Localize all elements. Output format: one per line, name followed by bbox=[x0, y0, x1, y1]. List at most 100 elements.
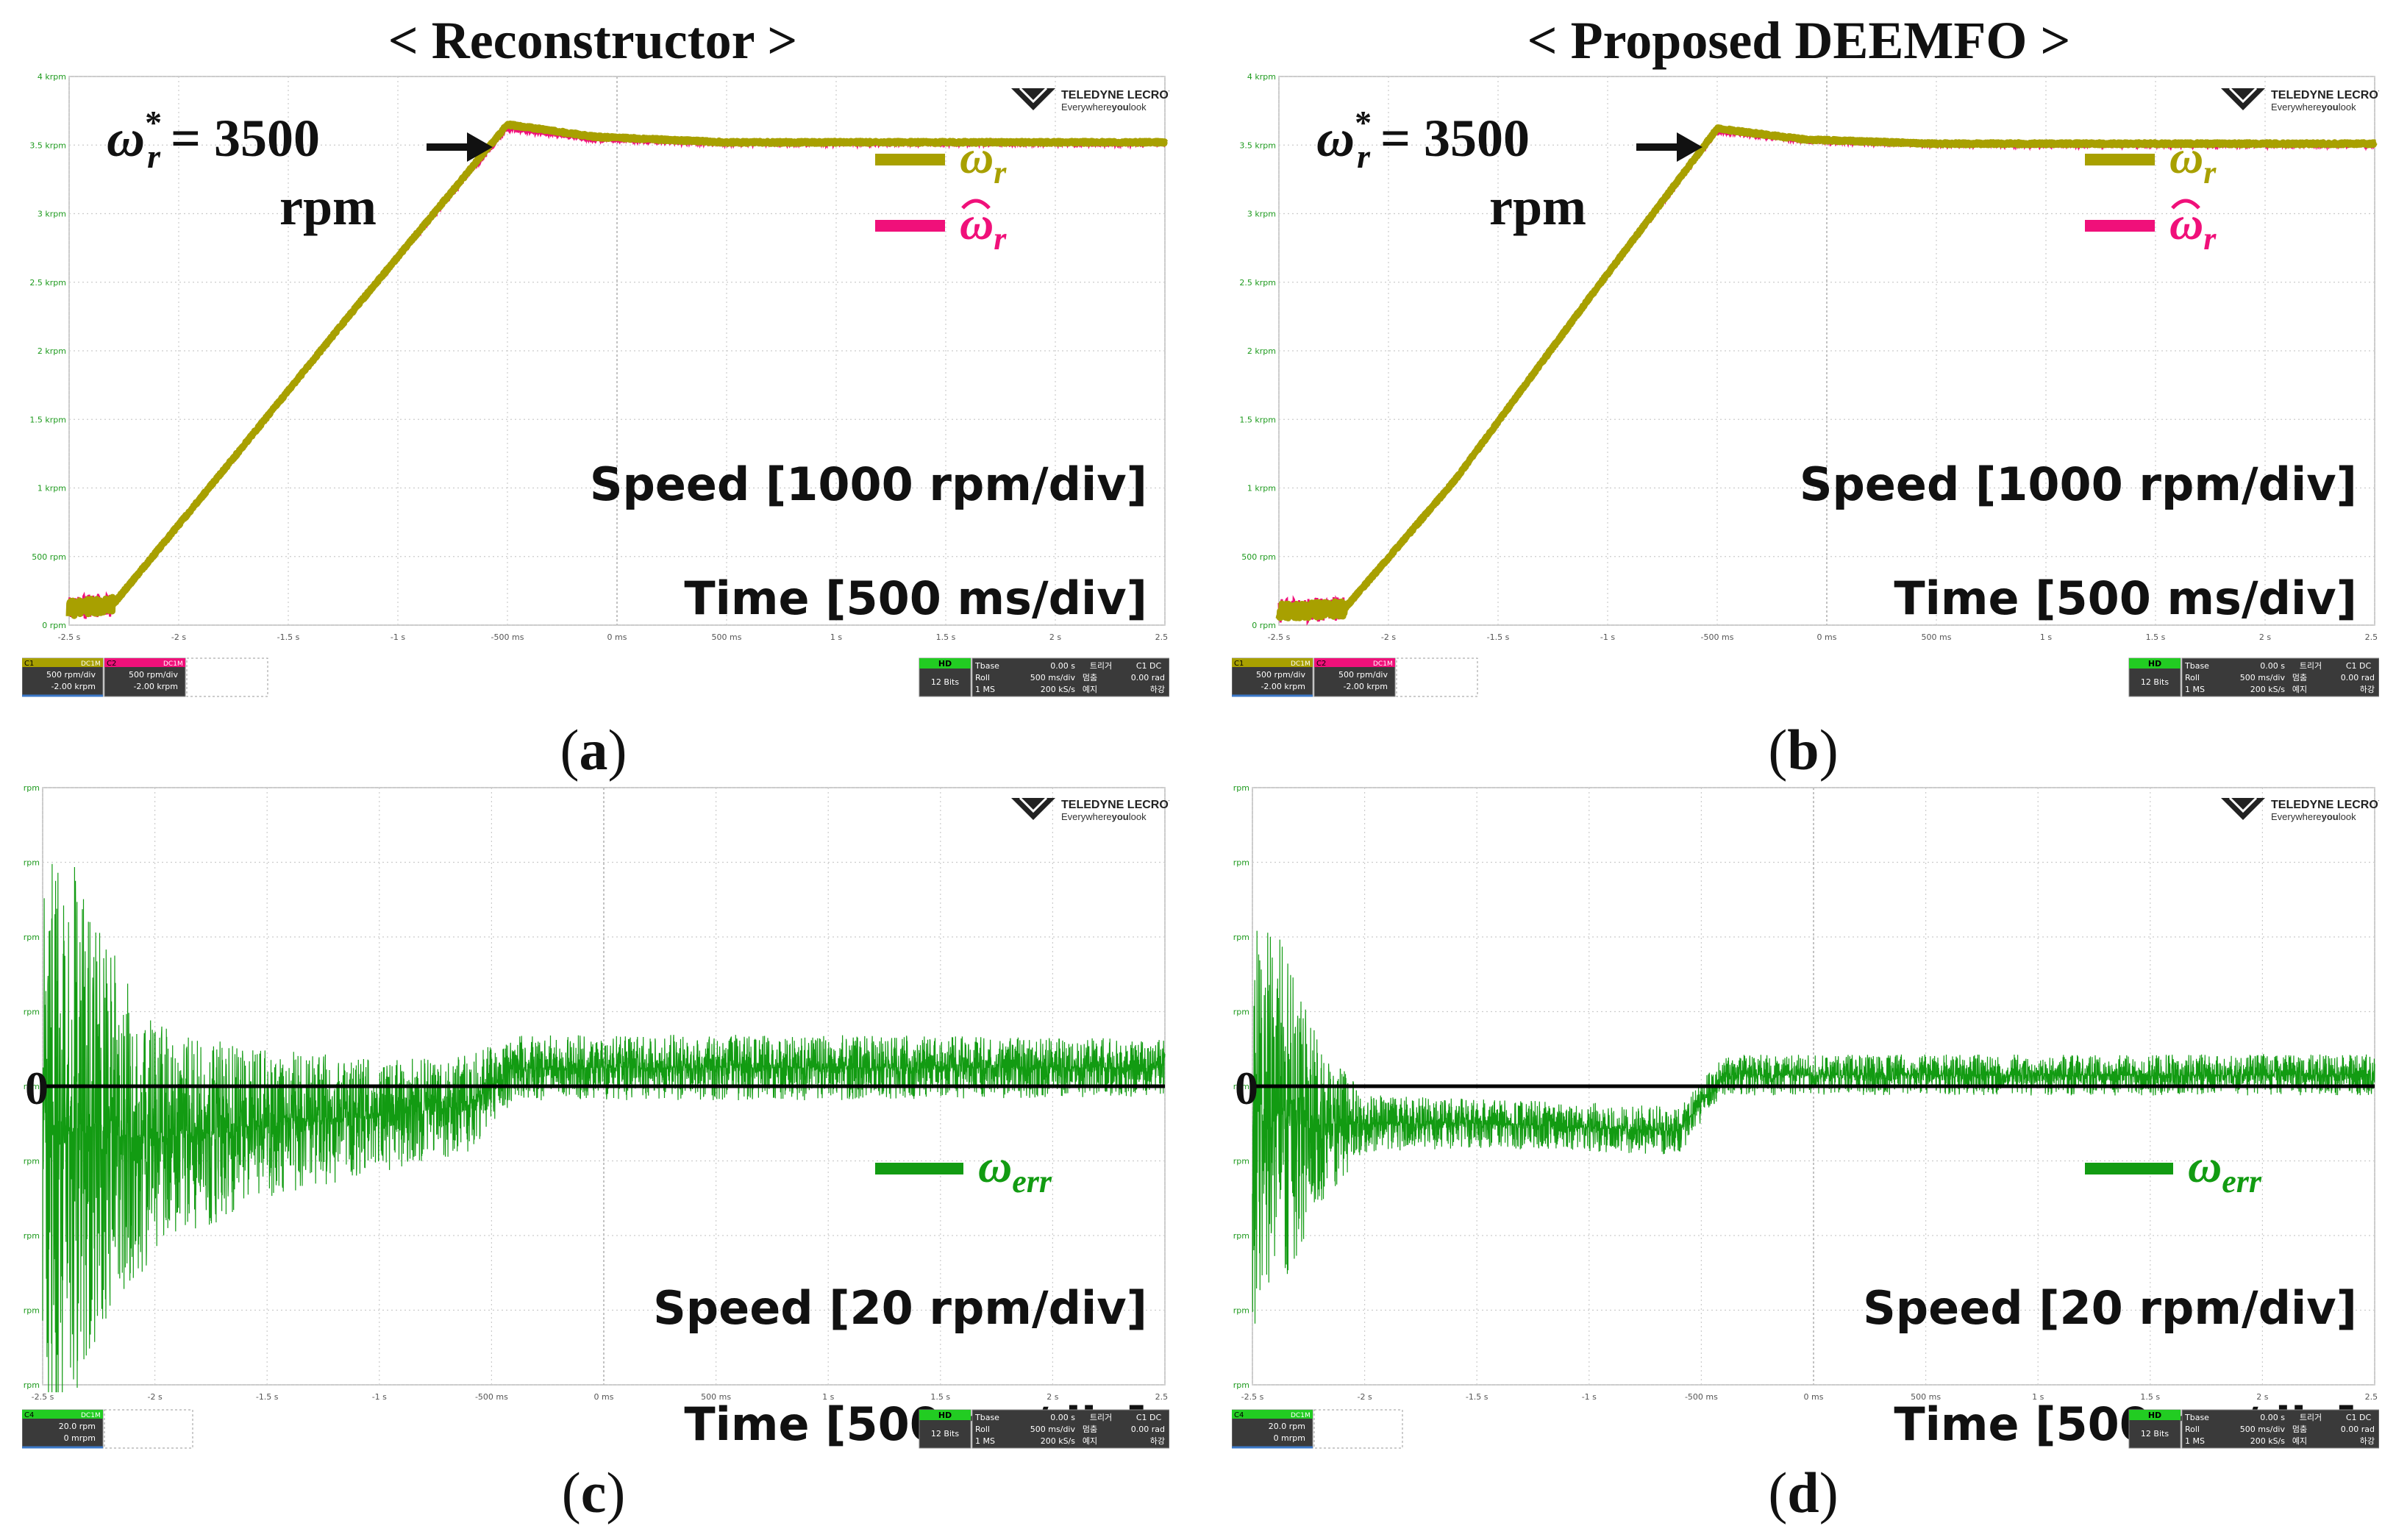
timebase-box bbox=[971, 657, 1169, 697]
timebase-tbase-label: Tbase bbox=[2184, 661, 2209, 671]
teledyne-logo-mark bbox=[2228, 796, 2258, 813]
slogan-part: you bbox=[1112, 101, 1129, 113]
slogan-part: you bbox=[2322, 101, 2339, 113]
hd-label: HD bbox=[938, 1411, 952, 1420]
scope-panel-c: 80 rpm 60 rpm 40 rpm 20 rpm 0 rpm -20 rpm -40 … bbox=[22, 783, 1169, 1456]
reference-symbol: ω bbox=[107, 109, 145, 168]
reference-value: = 3500 bbox=[1380, 109, 1530, 168]
brand-name: TELEDYNE LECROY bbox=[1061, 89, 1169, 101]
grid bbox=[1278, 76, 2375, 626]
coupling-label: DC1M bbox=[1291, 1412, 1311, 1419]
offset-value: -2.00 krpm bbox=[133, 682, 178, 691]
x-tick-label: -500 ms bbox=[1701, 632, 1734, 642]
x-tick-label: 0 ms bbox=[594, 1392, 614, 1402]
x-tick-label: -1.5 s bbox=[277, 632, 300, 642]
reference-speed-label: ω* r = 3500 bbox=[1316, 104, 1530, 175]
y-tick-label: -20 rpm bbox=[1232, 1157, 1249, 1166]
hat-accent-icon bbox=[961, 199, 991, 210]
x-tick-label: 2.5 s bbox=[1155, 632, 1169, 642]
series-actual-speed bbox=[65, 120, 1169, 619]
legend-subscript: r bbox=[2203, 154, 2217, 190]
x-tick-label: -2.5 s bbox=[32, 1392, 54, 1402]
timebase-stop: 멈춤 bbox=[1083, 1425, 1097, 1434]
timebase-edge: 하강 bbox=[2360, 684, 2375, 694]
timebase-rad: 0.00 rad bbox=[1131, 1425, 1165, 1434]
slogan-part: Everywhere bbox=[2271, 811, 2322, 822]
legend: ωerr bbox=[2085, 1140, 2262, 1199]
x-tick-label: 500 ms bbox=[712, 632, 742, 642]
reference-value: = 3500 bbox=[171, 109, 320, 168]
timebase-rad: 0.00 rad bbox=[2341, 673, 2375, 682]
x-tick-label: 500 ms bbox=[1922, 632, 1952, 642]
scope-panel-d: 80 rpm 60 rpm 40 rpm 20 rpm 0 rpm -20 rpm -40 … bbox=[1232, 783, 2379, 1456]
slogan-part: look bbox=[2339, 101, 2356, 113]
y-tick-label: -80 rpm bbox=[22, 1380, 40, 1390]
zero-label: 0 bbox=[1235, 1062, 1258, 1114]
y-tick-label: 1 krpm bbox=[38, 484, 66, 493]
timebase-roll: Roll bbox=[975, 673, 990, 682]
slogan-part: look bbox=[1129, 811, 1147, 822]
legend-label: ωr bbox=[960, 131, 1007, 190]
legend-subscript: r bbox=[2203, 221, 2217, 257]
x-tick-label: 1 s bbox=[822, 1392, 834, 1402]
timebase-rate: 200 kS/s bbox=[1041, 685, 1076, 694]
y-tick-label: -40 rpm bbox=[1232, 1231, 1249, 1241]
x-tick-label: -2 s bbox=[1381, 632, 1396, 642]
timebase-rate: 200 kS/s bbox=[1041, 1436, 1076, 1446]
timebase-auto: 예지 bbox=[2292, 1436, 2307, 1446]
x-tick-label: -500 ms bbox=[1685, 1392, 1718, 1402]
y-tick-label: -80 rpm bbox=[1232, 1380, 1249, 1390]
hd-label: HD bbox=[2148, 659, 2161, 669]
timebase-rad: 0.00 rad bbox=[2341, 1425, 2375, 1434]
x-tick-label: 2 s bbox=[1049, 632, 1061, 642]
offset-value: 0 mrpm bbox=[64, 1433, 96, 1443]
x-tick-label: 1.5 s bbox=[2146, 632, 2166, 642]
legend-subscript: r bbox=[994, 154, 1007, 190]
y-tick-label: 40 rpm bbox=[1232, 933, 1249, 942]
x-tick-label: -2 s bbox=[171, 632, 186, 642]
bits-label: 12 Bits bbox=[2141, 677, 2169, 687]
timebase-tdiv: 500 ms/div bbox=[2240, 1425, 2286, 1434]
bits-label: 12 Bits bbox=[931, 677, 959, 687]
timebase-tbase-val: 0.00 s bbox=[1050, 661, 1075, 671]
coupling-label: DC1M bbox=[163, 660, 183, 668]
y-tick-label: 3 krpm bbox=[38, 210, 66, 219]
volts-per-div: 500 rpm/div bbox=[1338, 670, 1388, 680]
y-tick-label: 2.5 krpm bbox=[1239, 278, 1276, 288]
speed-scale-label: Speed [1000 rpm/div] bbox=[1800, 457, 2357, 511]
timebase-trig: 트리거 bbox=[1090, 1413, 1112, 1422]
brand-slogan: Everywhereyoulook bbox=[1061, 101, 1147, 113]
x-tick-label: 0 ms bbox=[1817, 632, 1837, 642]
x-tick-label: 2.5 s bbox=[2365, 632, 2379, 642]
timebase-samples: 1 MS bbox=[975, 1436, 995, 1446]
bits-label: 12 Bits bbox=[931, 1429, 959, 1439]
empty-slot bbox=[104, 1409, 193, 1449]
y-tick-label: 2.5 krpm bbox=[29, 278, 66, 288]
timebase-edge: 하강 bbox=[1150, 684, 1165, 694]
reference-annotation: ω* r = 3500 rpm bbox=[107, 104, 493, 236]
timebase-edge: 하강 bbox=[2360, 1436, 2375, 1446]
slogan-part: look bbox=[1129, 101, 1147, 113]
chart-svg-b: 0 rpm 500 rpm 1 krpm 1.5 krpm 2 krpm 2.5 krpm… bbox=[1232, 74, 2379, 697]
timebase-roll: Roll bbox=[2185, 673, 2200, 682]
timebase-roll: Roll bbox=[2185, 1425, 2200, 1434]
slogan-part: you bbox=[2322, 811, 2339, 822]
x-tick-label: -1.5 s bbox=[1466, 1392, 1488, 1402]
x-tick-label: -1.5 s bbox=[256, 1392, 279, 1402]
brand-slogan: Everywhereyoulook bbox=[2271, 101, 2356, 113]
x-tick-label: 0 ms bbox=[607, 632, 627, 642]
x-tick-label: -1.5 s bbox=[1487, 632, 1510, 642]
legend-symbol: ω bbox=[2169, 131, 2203, 183]
status-bar: C1 DC1M 500 rpm/div -2.00 krpm C2 DC1M 500 rpm… bbox=[22, 657, 1169, 697]
timebase-stop: 멈춤 bbox=[2292, 1425, 2307, 1434]
series-actual-speed bbox=[1275, 124, 2378, 621]
timebase-tbase-val: 0.00 s bbox=[1050, 1413, 1075, 1422]
slogan-part: Everywhere bbox=[1061, 811, 1112, 822]
zero-label: 0 bbox=[25, 1062, 49, 1114]
x-tick-label: 500 ms bbox=[1911, 1392, 1941, 1402]
timebase-rad: 0.00 rad bbox=[1131, 673, 1165, 682]
coupling-label: DC1M bbox=[81, 1412, 101, 1419]
